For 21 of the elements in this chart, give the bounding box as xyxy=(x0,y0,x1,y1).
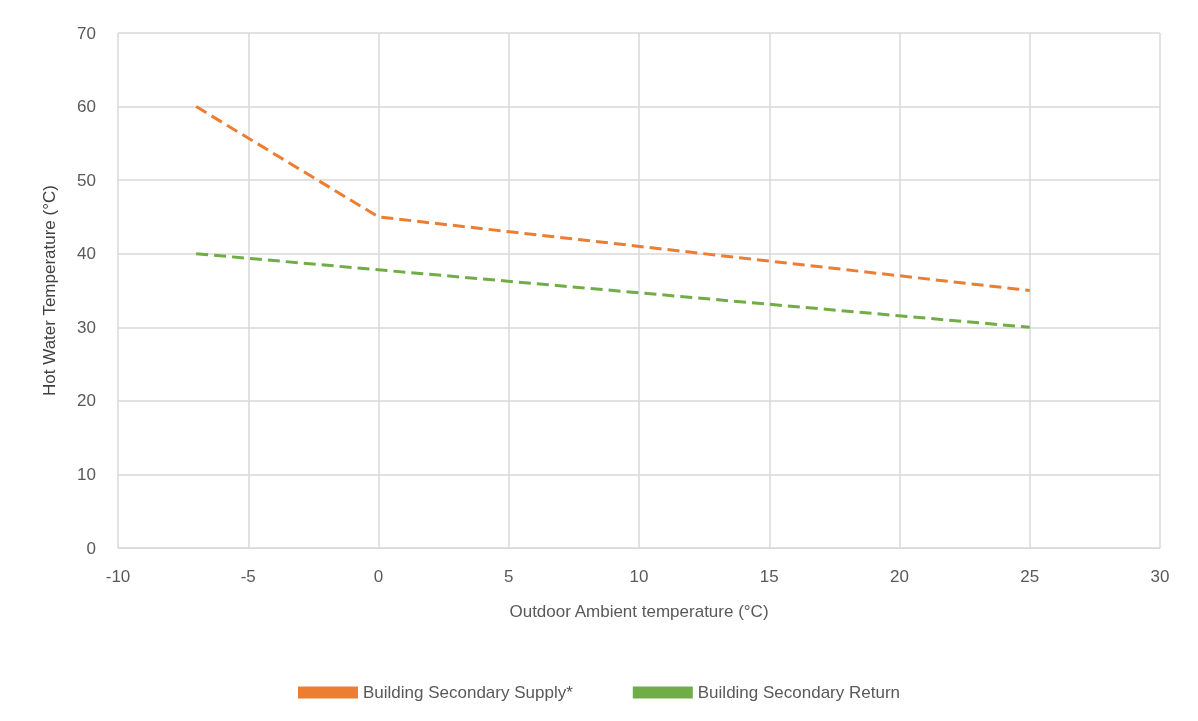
y-tick-label: 30 xyxy=(77,317,96,337)
y-tick-label: 0 xyxy=(86,538,96,558)
x-tick-label: -10 xyxy=(105,567,131,586)
x-tick-label: 0 xyxy=(373,567,384,586)
y-tick-label: 10 xyxy=(77,464,96,484)
y-tick-label: 60 xyxy=(77,97,96,117)
x-tick-label: 25 xyxy=(1020,567,1040,586)
x-tick-label: 20 xyxy=(890,567,909,586)
x-tick-label: 10 xyxy=(629,567,649,586)
x-tick-label: 30 xyxy=(1150,567,1170,586)
x-tick-label: 5 xyxy=(504,567,514,586)
legend-label: Building Secondary Return xyxy=(697,683,901,702)
y-tick-label: 40 xyxy=(77,244,96,264)
x-tick-label: 15 xyxy=(759,567,779,586)
legend-label: Building Secondary Supply* xyxy=(362,683,574,702)
x-axis-title: Outdoor Ambient temperature (°C) xyxy=(509,602,769,621)
y-tick-label: 70 xyxy=(77,23,96,43)
y-axis-title: Hot Water Temperature (°C) xyxy=(40,185,59,396)
y-tick-label: 20 xyxy=(77,391,96,411)
x-tick-label: -5 xyxy=(240,567,256,586)
y-tick-label: 50 xyxy=(77,170,96,190)
